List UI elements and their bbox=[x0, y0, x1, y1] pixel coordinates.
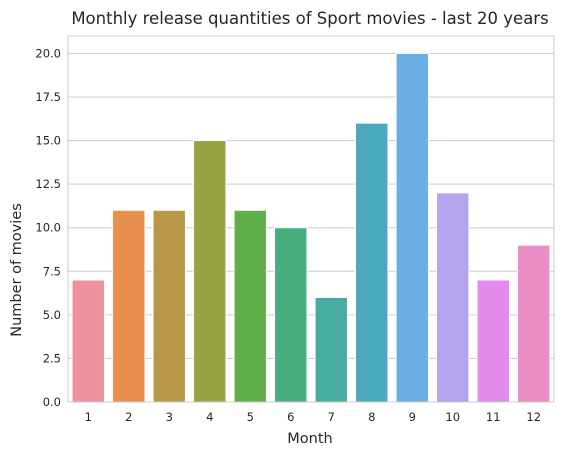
y-tick-labels: 0.0 2.5 5.0 7.5 10.0 12.5 15.0 17.5 20.0 bbox=[35, 46, 61, 409]
bar-month-10 bbox=[436, 192, 470, 403]
y-tick-label: 17.5 bbox=[35, 90, 61, 104]
x-tick-label: 4 bbox=[206, 410, 213, 424]
y-tick-label: 10.0 bbox=[35, 221, 61, 235]
x-tick-label: 12 bbox=[526, 410, 541, 424]
x-tick-labels: 1 2 3 4 5 6 7 8 9 10 11 12 bbox=[85, 410, 541, 424]
y-tick-label: 20.0 bbox=[35, 46, 61, 60]
x-axis-label: Month bbox=[287, 431, 332, 447]
y-axis-label: Number of movies bbox=[9, 203, 25, 337]
bar-month-6 bbox=[274, 227, 308, 403]
bar-month-3 bbox=[152, 209, 186, 403]
bar-month-5 bbox=[233, 209, 267, 403]
chart-title: Monthly release quantities of Sport movi… bbox=[71, 9, 548, 28]
bar-month-1 bbox=[71, 279, 105, 403]
bar-month-2 bbox=[112, 209, 146, 403]
bar-month-7 bbox=[314, 296, 348, 403]
x-tick-label: 11 bbox=[486, 410, 501, 424]
bars bbox=[71, 52, 551, 403]
x-tick-label: 3 bbox=[166, 410, 173, 424]
y-gridlines bbox=[68, 52, 554, 403]
x-tick-label: 1 bbox=[85, 410, 92, 424]
x-tick-label: 2 bbox=[125, 410, 132, 424]
x-tick-label: 9 bbox=[409, 410, 416, 424]
bar-month-4 bbox=[193, 140, 227, 403]
y-tick-label: 2.5 bbox=[43, 351, 61, 365]
x-tick-label: 8 bbox=[368, 410, 375, 424]
x-tick-label: 10 bbox=[445, 410, 460, 424]
y-tick-label: 7.5 bbox=[43, 264, 61, 278]
bar-month-11 bbox=[476, 279, 510, 403]
y-tick-label: 5.0 bbox=[43, 308, 61, 322]
bar-month-9 bbox=[395, 52, 429, 403]
plot-frame bbox=[67, 35, 555, 403]
y-tick-label: 12.5 bbox=[35, 177, 61, 191]
x-tick-label: 6 bbox=[287, 410, 294, 424]
bar-month-8 bbox=[355, 122, 389, 403]
bar-month-12 bbox=[517, 244, 551, 403]
y-tick-label: 0.0 bbox=[43, 395, 61, 409]
x-tick-label: 7 bbox=[328, 410, 335, 424]
y-tick-label: 15.0 bbox=[35, 134, 61, 148]
x-tick-label: 5 bbox=[247, 410, 254, 424]
